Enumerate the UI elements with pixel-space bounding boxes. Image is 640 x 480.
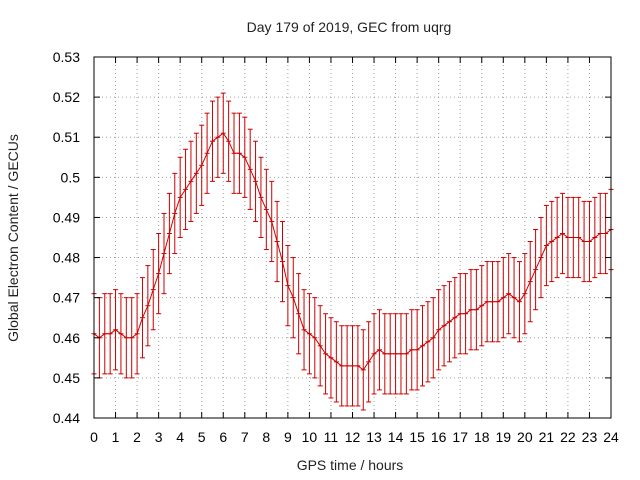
y-axis-label: Global Electron Content / GECUs	[5, 134, 21, 342]
x-tick-label: 13	[366, 429, 382, 445]
x-tick-label: 1	[112, 429, 120, 445]
x-tick-label: 8	[262, 429, 270, 445]
x-tick-label: 7	[241, 429, 249, 445]
x-tick-label: 0	[90, 429, 98, 445]
y-tick-label: 0.46	[53, 330, 80, 346]
x-tick-label: 3	[155, 429, 163, 445]
x-tick-label: 10	[302, 429, 318, 445]
y-tick-label: 0.52	[53, 89, 80, 105]
x-tick-label: 2	[133, 429, 141, 445]
x-tick-label: 21	[539, 429, 555, 445]
x-tick-label: 22	[560, 429, 576, 445]
chart-title: Day 179 of 2019, GEC from uqrg	[247, 19, 452, 35]
y-tick-label: 0.44	[53, 410, 80, 426]
x-tick-label: 17	[452, 429, 468, 445]
y-tick-label: 0.49	[53, 209, 80, 225]
x-tick-label: 19	[496, 429, 512, 445]
y-tick-label: 0.47	[53, 290, 80, 306]
x-tick-label: 9	[284, 429, 292, 445]
x-tick-label: 6	[219, 429, 227, 445]
x-tick-label: 20	[517, 429, 533, 445]
y-tick-label: 0.48	[53, 250, 80, 266]
x-tick-label: 24	[603, 429, 619, 445]
x-tick-label: 23	[582, 429, 598, 445]
y-tick-label: 0.53	[53, 49, 80, 65]
x-axis-ticks: 0 1 2 3 4 5 6 7 8 9 10 11 12 13 14 15 16 17 18 19 20 21 22 23 24	[90, 57, 619, 445]
x-tick-label: 15	[409, 429, 425, 445]
y-tick-label: 0.51	[53, 129, 80, 145]
y-axis-ticks: 0.44 0.45 0.46 0.47 0.48 0.49 0.5 0.51 0.52 0.53	[53, 49, 611, 426]
data-series	[91, 92, 614, 411]
x-tick-label: 4	[176, 429, 184, 445]
y-tick-label: 0.5	[61, 169, 81, 185]
x-tick-label: 18	[474, 429, 490, 445]
x-tick-label: 11	[324, 429, 339, 445]
x-axis-label: GPS time / hours	[297, 457, 404, 473]
x-tick-label: 16	[431, 429, 447, 445]
y-tick-label: 0.45	[53, 370, 80, 386]
x-tick-label: 12	[345, 429, 361, 445]
x-tick-label: 14	[388, 429, 404, 445]
x-tick-label: 5	[198, 429, 206, 445]
